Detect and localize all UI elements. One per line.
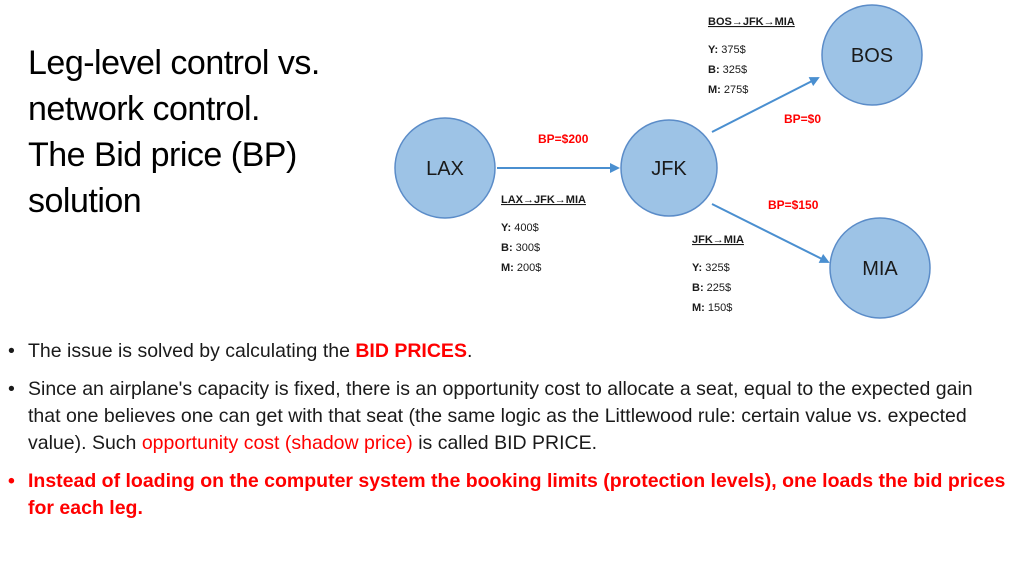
bullet-list: The issue is solved by calculating the B… [8,338,1008,533]
edge-jfk-mia [711,203,830,263]
fare-box-lax-jfk-mia: LAX→JFK→MIA Y: 400$ B: 300$ M: 200$ [501,194,586,274]
fare-row: Y: 375$ [708,44,746,56]
fare-row: B: 300$ [501,242,540,254]
title-line: solution [28,182,142,220]
node-lax: LAX [394,117,496,219]
node-label: JFK [651,158,687,180]
node-label: LAX [426,158,464,180]
opportunity-cost-highlight: opportunity cost (shadow price) [141,432,413,454]
fare-box-title: JFK→MIA [692,234,744,246]
node-jfk: JFK [620,119,718,217]
bid-prices-highlight: BID PRICES [355,340,467,362]
bullet-item: Since an airplane's capacity is fixed, t… [8,376,1008,457]
node-label: BOS [851,45,893,67]
fare-row: M: 200$ [501,262,541,274]
slide-title: Leg-level control vs. network control. T… [28,40,388,224]
bullet-item: Instead of loading on the computer syste… [8,468,1008,522]
fare-row: M: 275$ [708,84,748,96]
node-label: MIA [862,258,898,280]
title-line: Leg-level control vs. [28,44,320,82]
fare-box-bos-jfk-mia: BOS→JFK→MIA Y: 375$ B: 325$ M: 275$ [708,16,795,96]
bid-price-lax-jfk: BP=$200 [538,132,589,146]
fare-row: M: 150$ [692,302,732,314]
title-line: The Bid price (BP) [28,136,297,174]
fare-row: B: 225$ [692,282,731,294]
bullet-item: The issue is solved by calculating the B… [8,338,1008,365]
fare-row: B: 325$ [708,64,747,76]
node-mia: MIA [829,217,931,319]
fare-row: Y: 400$ [501,222,539,234]
node-bos: BOS [821,4,923,106]
fare-box-title: LAX→JFK→MIA [501,194,586,206]
title-line: network control. [28,90,261,128]
bid-price-jfk-bos: BP=$0 [784,112,821,126]
fare-box-title: BOS→JFK→MIA [708,16,795,28]
fare-row: Y: 325$ [692,262,730,274]
bid-price-jfk-mia: BP=$150 [768,198,819,212]
fare-box-jfk-mia: JFK→MIA Y: 325$ B: 225$ M: 150$ [692,234,744,314]
network-diagram: LAX JFK BOS MIA BP=$200 BP=$0 BP=$150 BO… [394,4,931,319]
edge-jfk-bos [711,77,820,133]
